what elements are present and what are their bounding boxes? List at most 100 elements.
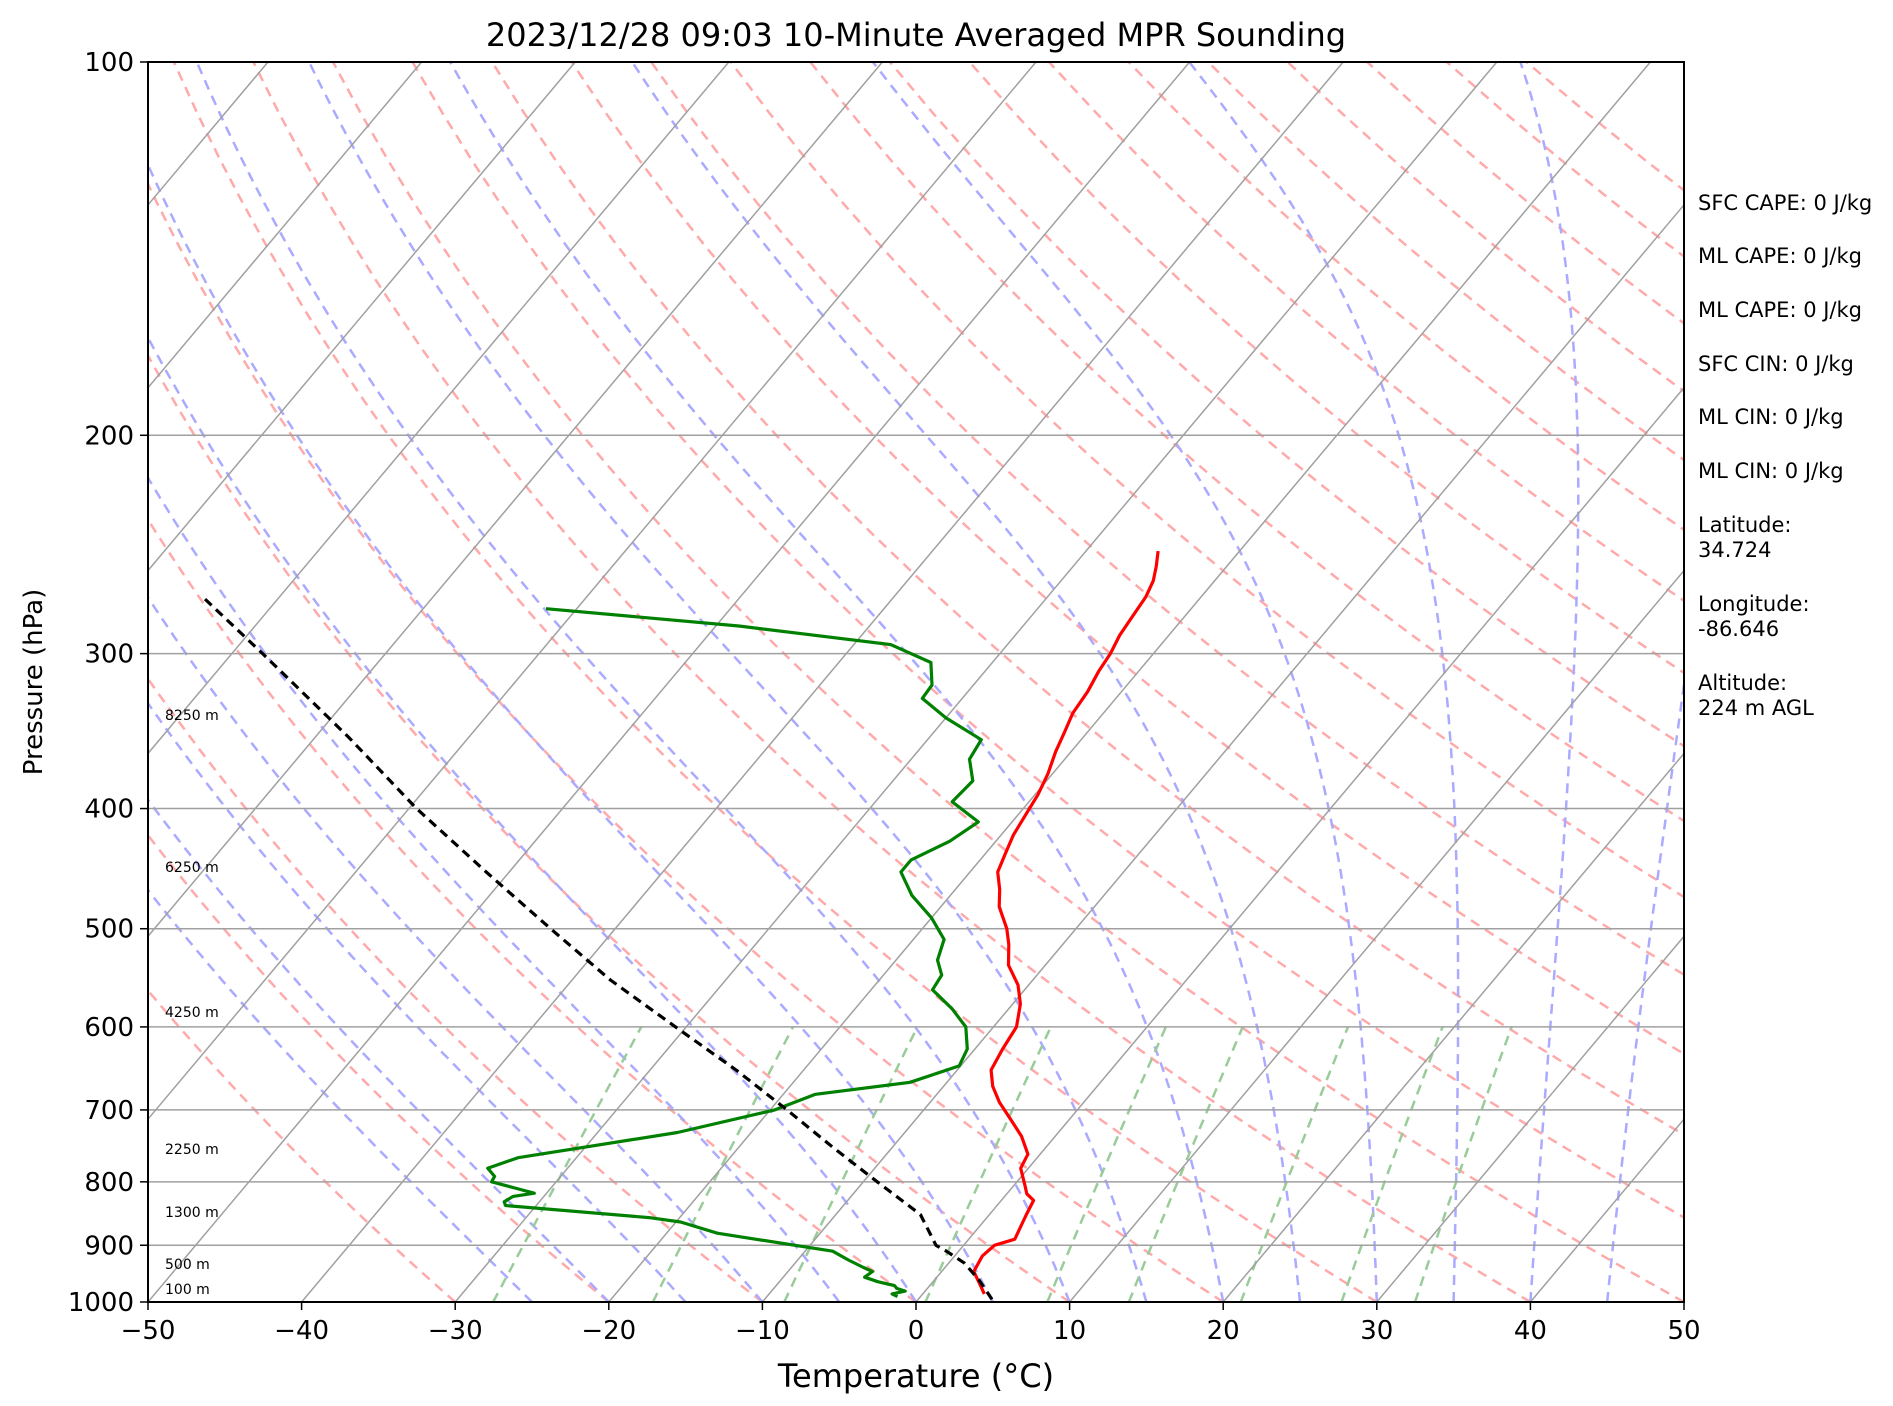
x-axis-ticks: −50 −40 −30 −20 −10 0 10 20 30 40 50 [121, 1302, 1701, 1346]
moist-adiabat [307, 62, 1148, 1302]
x-tick-label: 50 [1667, 1316, 1700, 1346]
dry-adiabat [148, 181, 1224, 1302]
y-tick-label: 400 [84, 795, 134, 825]
moist-adiabat [148, 595, 764, 1302]
info-ml-cin-2: ML CIN: 0 J/kg [1698, 459, 1844, 483]
dry-adiabat [148, 353, 1071, 1302]
isotherm [148, 62, 883, 938]
mixing-ratio-line [924, 1026, 1053, 1302]
background-lines [148, 62, 1684, 1302]
info-altitude-label: Altitude: [1698, 671, 1787, 695]
moist-adiabat [148, 888, 533, 1302]
x-tick-label: 30 [1360, 1316, 1393, 1346]
x-tick-label: −20 [581, 1316, 636, 1346]
height-label: 500 m [165, 1257, 210, 1273]
isotherm [761, 203, 1684, 1302]
mixing-ratio-line [1340, 1026, 1444, 1302]
y-tick-label: 300 [84, 640, 134, 670]
chart-title: 2023/12/28 09:03 10-Minute Averaged MPR … [486, 16, 1346, 54]
y-tick-label: 200 [84, 421, 134, 451]
moist-adiabat [1188, 62, 1460, 1302]
dry-adiabat [1048, 62, 1684, 603]
height-label: 6250 m [165, 860, 219, 876]
info-ml-cin: ML CIN: 0 J/kg [1698, 405, 1844, 429]
dry-adiabat [809, 62, 1684, 823]
moist-adiabat [1605, 675, 1684, 1302]
moist-adiabat [449, 62, 1225, 1302]
moist-adiabat [148, 335, 918, 1302]
isotherm [148, 62, 730, 755]
moist-adiabat [631, 62, 1302, 1302]
dry-adiabat [491, 62, 1684, 1137]
y-tick-label: 600 [84, 1013, 134, 1043]
isotherm [608, 62, 1651, 1302]
x-axis-label: Temperature (°C) [777, 1357, 1054, 1395]
isotherm [1376, 935, 1684, 1302]
x-tick-label: −30 [428, 1316, 483, 1346]
sounding-lines [201, 550, 1160, 1301]
isotherm [148, 62, 1191, 1302]
dry-adiabat [968, 62, 1684, 675]
y-tick-label: 100 [84, 48, 134, 78]
y-tick-label: 500 [84, 915, 134, 945]
dry-adiabat [650, 62, 1684, 977]
dry-adiabat [331, 62, 1684, 1302]
height-label: 100 m [165, 1282, 210, 1298]
y-tick-label: 1000 [68, 1288, 134, 1318]
dry-adiabat [148, 676, 764, 1302]
pressure-gridlines [148, 434, 1684, 1247]
info-sfc-cape: SFC CAPE: 0 J/kg [1698, 191, 1872, 215]
x-tick-label: −10 [735, 1316, 790, 1346]
dry-adiabat [411, 62, 1684, 1219]
dry-adiabat [252, 62, 1532, 1302]
height-label: 2250 m [165, 1142, 219, 1158]
moist-adiabat [1519, 62, 1580, 1302]
height-label: 8250 m [165, 708, 219, 724]
mixing-ratio-line [1046, 1026, 1168, 1302]
dry-adiabat [172, 62, 1378, 1302]
isotherm [915, 386, 1684, 1302]
y-tick-label: 700 [84, 1096, 134, 1126]
moist-adiabat [148, 162, 994, 1302]
isotherm [1069, 569, 1684, 1302]
isotherm [454, 62, 1498, 1302]
moist-adiabat [148, 797, 610, 1302]
y-tick-label: 900 [84, 1231, 134, 1261]
isotherm [148, 62, 576, 572]
info-ml-cape: ML CAPE: 0 J/kg [1698, 244, 1862, 268]
mixing-ratio-line [1127, 1026, 1244, 1302]
y-tick-label: 800 [84, 1168, 134, 1198]
info-panel: SFC CAPE: 0 J/kg ML CAPE: 0 J/kg ML CAPE… [1698, 191, 1872, 720]
isotherm [148, 62, 423, 389]
dry-adiabat [148, 988, 457, 1302]
height-label: 4250 m [165, 1005, 219, 1021]
dry-adiabat [148, 517, 917, 1302]
info-altitude-value: 224 m AGL [1698, 696, 1814, 720]
moist-adiabat [148, 475, 841, 1302]
x-tick-label: 20 [1207, 1316, 1240, 1346]
x-tick-label: 40 [1514, 1316, 1547, 1346]
moist-adiabat [871, 62, 1379, 1302]
info-ml-cape-2: ML CAPE: 0 J/kg [1698, 298, 1862, 322]
y-axis-label: Pressure (hPa) [19, 589, 49, 776]
info-latitude-label: Latitude: [1698, 513, 1792, 537]
mixing-ratio-line [651, 1026, 795, 1302]
y-axis-ticks: 100 200 300 400 500 600 700 800 900 1000 [68, 48, 148, 1318]
info-sfc-cin: SFC CIN: 0 J/kg [1698, 352, 1854, 376]
x-tick-label: 0 [908, 1316, 925, 1346]
temperature-line [972, 550, 1160, 1295]
dry-adiabat [148, 833, 610, 1302]
height-labels: 8250 m 6250 m 4250 m 2250 m 1300 m 500 m 100 m [165, 708, 219, 1298]
moist-adiabat [195, 62, 1071, 1302]
parcel-path-line [201, 595, 994, 1301]
dewpoint-line [486, 607, 983, 1299]
isotherm [1222, 752, 1684, 1302]
isotherm [148, 62, 1037, 1121]
x-tick-label: 10 [1053, 1316, 1086, 1346]
info-latitude-value: 34.724 [1698, 538, 1771, 562]
info-longitude-label: Longitude: [1698, 592, 1810, 616]
x-tick-label: −40 [274, 1316, 329, 1346]
info-longitude-value: -86.646 [1698, 617, 1779, 641]
mixing-ratio-line [1413, 1026, 1513, 1302]
